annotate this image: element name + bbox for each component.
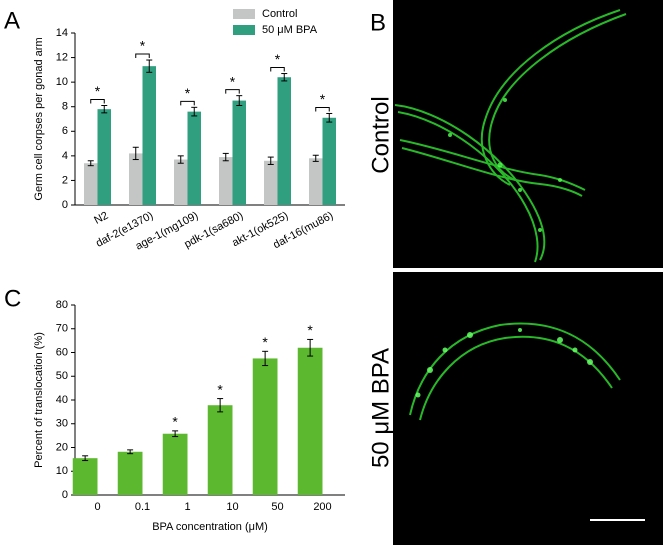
bar bbox=[232, 100, 246, 205]
x-tick-label: 0 bbox=[94, 501, 100, 513]
x-tick-label: N2 bbox=[92, 210, 110, 227]
significance-mark: * bbox=[262, 334, 268, 350]
bar bbox=[97, 109, 111, 205]
x-tick-label: 50 bbox=[271, 501, 283, 513]
y-tick-label: 40 bbox=[56, 394, 68, 406]
y-tick-label: 0 bbox=[62, 199, 68, 211]
panel-label: A bbox=[4, 7, 20, 34]
bar bbox=[129, 153, 143, 205]
y-tick-label: 20 bbox=[56, 441, 68, 453]
significance-mark: * bbox=[275, 51, 281, 67]
bar bbox=[277, 77, 291, 205]
significance-bracket bbox=[135, 53, 150, 59]
significance-mark: * bbox=[185, 85, 191, 101]
legend-swatch bbox=[233, 9, 255, 19]
x-tick-label: 1 bbox=[184, 501, 190, 513]
x-axis-label: BPA concentration (μM) bbox=[152, 521, 268, 533]
y-tick-label: 0 bbox=[62, 489, 68, 501]
legend-swatch bbox=[233, 25, 255, 35]
micrograph-bpa bbox=[393, 272, 663, 545]
bar bbox=[84, 163, 98, 205]
y-axis-label: Germ cell corpses per gonad arm bbox=[33, 37, 45, 200]
significance-bracket bbox=[90, 98, 105, 104]
significance-mark: * bbox=[320, 91, 326, 107]
bar bbox=[207, 405, 233, 495]
y-tick-label: 6 bbox=[62, 125, 68, 137]
x-tick-label: 10 bbox=[226, 501, 238, 513]
y-axis-label: Percent of translocation (%) bbox=[33, 332, 45, 468]
y-tick-label: 2 bbox=[62, 174, 68, 186]
bar bbox=[322, 117, 336, 205]
micrograph-control bbox=[393, 0, 663, 268]
bar bbox=[72, 458, 98, 495]
y-tick-label: 10 bbox=[56, 465, 68, 477]
significance-mark: * bbox=[172, 414, 178, 430]
bar bbox=[174, 159, 188, 205]
panel-label: C bbox=[4, 285, 21, 312]
significance-mark: * bbox=[230, 73, 236, 89]
x-tick-label: 0.1 bbox=[135, 501, 150, 513]
bar bbox=[162, 433, 188, 495]
image-label: 50 μM BPA bbox=[367, 348, 394, 468]
significance-bracket bbox=[225, 89, 240, 94]
significance-mark: * bbox=[140, 38, 146, 54]
significance-mark: * bbox=[95, 83, 101, 99]
y-tick-label: 4 bbox=[62, 150, 68, 162]
bar bbox=[187, 111, 201, 205]
bar bbox=[297, 347, 323, 495]
y-tick-label: 14 bbox=[56, 27, 68, 39]
y-tick-label: 8 bbox=[62, 101, 68, 113]
significance-bracket bbox=[315, 106, 330, 112]
panel-label: B bbox=[370, 9, 386, 36]
bar bbox=[264, 160, 278, 205]
bar bbox=[219, 157, 233, 205]
y-tick-label: 80 bbox=[56, 299, 68, 311]
bar bbox=[309, 158, 323, 205]
legend-label: Control bbox=[262, 8, 297, 20]
significance-mark: * bbox=[307, 322, 313, 338]
significance-bracket bbox=[270, 67, 285, 72]
legend-label: 50 μM BPA bbox=[262, 24, 318, 36]
y-tick-label: 60 bbox=[56, 346, 68, 358]
significance-mark: * bbox=[217, 381, 223, 397]
y-tick-label: 12 bbox=[56, 51, 68, 63]
x-tick-label: 200 bbox=[313, 501, 331, 513]
bar bbox=[142, 66, 156, 206]
significance-bracket bbox=[180, 100, 195, 106]
image-label: Control bbox=[367, 96, 394, 173]
y-tick-label: 10 bbox=[56, 76, 68, 88]
y-tick-label: 70 bbox=[56, 323, 68, 335]
bar bbox=[117, 451, 143, 495]
y-tick-label: 30 bbox=[56, 418, 68, 430]
bar bbox=[252, 358, 278, 495]
y-tick-label: 50 bbox=[56, 370, 68, 382]
